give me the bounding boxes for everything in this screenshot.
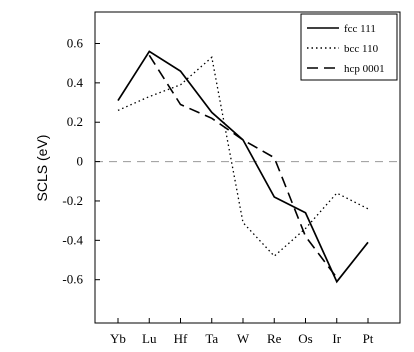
y-axis-label: SCLS (eV) [34, 135, 50, 202]
legend-label: hcp 0001 [344, 63, 385, 75]
series-layer [117, 50, 369, 284]
y-axis: -0.6 -0.4 -0.2 0 0.2 0.4 0.6 [62, 35, 100, 287]
y-tick-label: 0.2 [67, 114, 83, 129]
x-tick-label: Hf [174, 331, 188, 346]
series-line-bcc-110 [117, 56, 369, 258]
x-tick-label: Ir [332, 331, 341, 346]
series-line-hcp-0001 [148, 54, 338, 279]
series-line-fcc-111 [117, 50, 369, 284]
y-tick-label: 0.4 [67, 75, 84, 90]
y-tick-label: 0.6 [67, 35, 84, 50]
legend-label: bcc 110 [344, 43, 379, 55]
plot-frame [94, 11, 401, 324]
x-tick-label: Lu [142, 331, 157, 346]
y-tick-label: -0.2 [62, 193, 83, 208]
y-tick-label: -0.6 [62, 272, 83, 287]
legend-label: fcc 111 [344, 23, 376, 35]
x-tick-label: Yb [110, 331, 126, 346]
x-tick-label: Re [267, 331, 282, 346]
legend-box [300, 13, 398, 81]
x-tick-label: Ta [205, 331, 218, 346]
y-tick-label: 0 [77, 154, 84, 169]
y-tick-label: -0.4 [62, 232, 83, 247]
legend: fcc 111 bcc 110 hcp 0001 [300, 13, 398, 81]
x-tick-label: Os [298, 331, 312, 346]
x-tick-label: Pt [363, 331, 374, 346]
x-tick-label: W [237, 331, 250, 346]
x-axis: Yb Lu Hf Ta W Re Os Ir Pt [110, 318, 374, 346]
